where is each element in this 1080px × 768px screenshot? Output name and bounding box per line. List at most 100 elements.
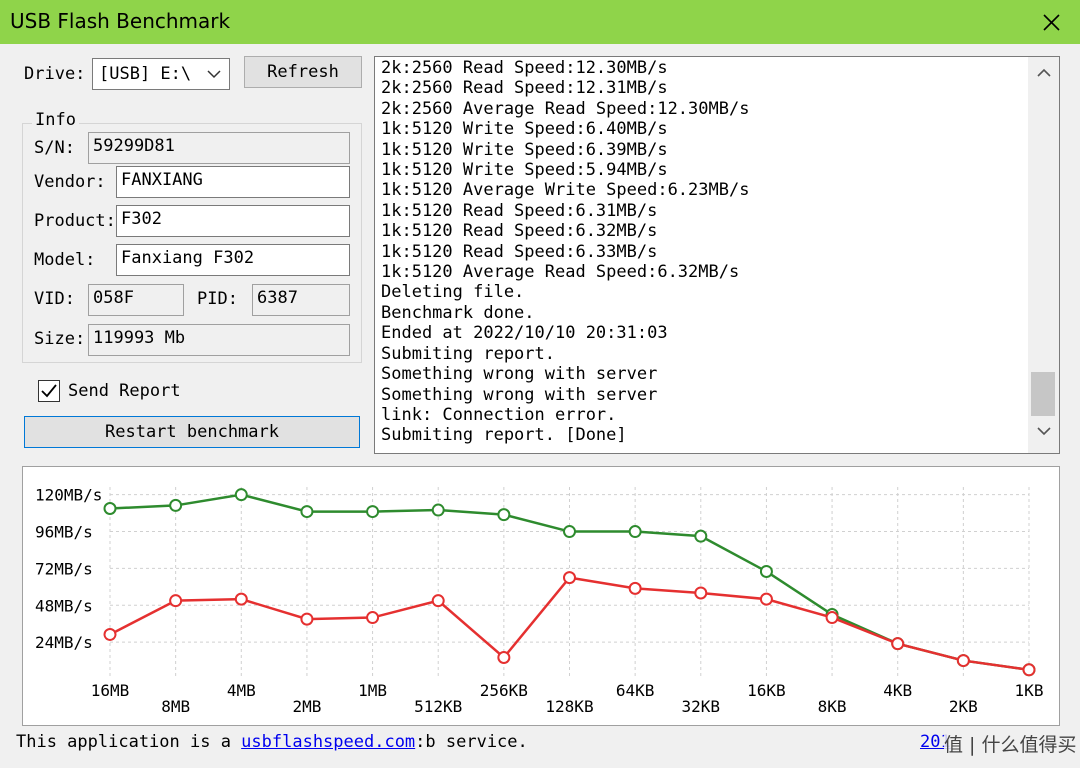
x-tick-label: 16MB: [91, 681, 130, 700]
x-tick-label: 4MB: [227, 681, 256, 700]
log-line: link: Connection error.: [375, 405, 1059, 425]
product-field[interactable]: F302: [116, 205, 350, 237]
data-point: [170, 595, 181, 606]
x-tick-label: 4KB: [883, 681, 912, 700]
vid-field[interactable]: 058F: [88, 284, 184, 316]
data-point: [761, 566, 772, 577]
x-tick-label: 64KB: [616, 681, 655, 700]
log-line: 1k:5120 Write Speed:6.39MB/s: [375, 140, 1059, 160]
checkmark-icon: [39, 381, 59, 401]
data-point: [301, 614, 312, 625]
close-icon: [1030, 6, 1072, 38]
data-point: [695, 587, 706, 598]
data-point: [105, 629, 116, 640]
chevron-down-icon: [205, 65, 223, 83]
drive-label: Drive:: [24, 64, 85, 84]
pid-field[interactable]: 6387: [252, 284, 350, 316]
data-point: [433, 595, 444, 606]
y-tick-label: 72MB/s: [35, 559, 93, 578]
log-line: Submiting report. [Done]: [375, 425, 1059, 445]
data-point: [498, 652, 509, 663]
y-tick-label: 48MB/s: [35, 596, 93, 615]
drive-select-value: [USB] E:\: [99, 64, 191, 84]
send-report-checkbox[interactable]: [38, 380, 60, 402]
data-point: [170, 500, 181, 511]
x-tick-label: 128KB: [545, 697, 593, 716]
footer-text: This application is a usbflashspeed.com:…: [16, 732, 528, 752]
log-line: Something wrong with server: [375, 385, 1059, 405]
refresh-button[interactable]: Refresh: [244, 56, 362, 88]
scrollbar-thumb[interactable]: [1031, 372, 1055, 416]
log-line: 1k:5120 Read Speed:6.33MB/s: [375, 242, 1059, 262]
data-point: [630, 526, 641, 537]
data-point: [498, 509, 509, 520]
log-line: 1k:5120 Read Speed:6.32MB/s: [375, 221, 1059, 241]
speed-chart: 120MB/s 96MB/s 72MB/s 48MB/s 24MB/s 16MB 8MB 4M…: [22, 466, 1060, 726]
y-tick-label: 24MB/s: [35, 633, 93, 652]
x-tick-label: 2MB: [292, 697, 321, 716]
x-tick-label: 16KB: [747, 681, 786, 700]
data-point: [761, 594, 772, 605]
data-point: [827, 612, 838, 623]
log-line: Something wrong with server: [375, 364, 1059, 384]
log-textarea[interactable]: 2k:2560 Read Speed:12.30MB/s 2k:2560 Read…: [374, 56, 1060, 454]
data-point: [301, 506, 312, 517]
scroll-up-icon[interactable]: [1034, 65, 1054, 81]
log-line: Deleting file.: [375, 282, 1059, 302]
log-line: 1k:5120 Write Speed:6.40MB/s: [375, 119, 1059, 139]
x-tick-label: 8KB: [818, 697, 847, 716]
data-point: [958, 655, 969, 666]
log-line: 2k:2560 Read Speed:12.30MB/s: [375, 58, 1059, 78]
info-group-label: Info: [32, 110, 79, 130]
size-label: Size:: [34, 329, 85, 349]
product-label: Product:: [34, 211, 116, 231]
send-report-label: Send Report: [68, 381, 181, 401]
data-point: [236, 489, 247, 500]
data-point: [564, 526, 575, 537]
log-line: 1k:5120 Average Write Speed:6.23MB/s: [375, 180, 1059, 200]
restart-benchmark-button[interactable]: Restart benchmark: [24, 416, 360, 448]
log-line: Submiting report.: [375, 344, 1059, 364]
vid-label: VID:: [34, 289, 75, 309]
log-line: Ended at 2022/10/10 20:31:03: [375, 323, 1059, 343]
x-tick-label: 1MB: [358, 681, 387, 700]
vendor-field[interactable]: FANXIANG: [116, 166, 350, 198]
x-tick-label: 8MB: [161, 697, 190, 716]
watermark-text: 值 | 什么值得买: [944, 730, 1076, 757]
data-point: [564, 572, 575, 583]
y-tick-label: 96MB/s: [35, 523, 93, 542]
log-scrollbar[interactable]: [1028, 57, 1059, 453]
data-point: [367, 506, 378, 517]
data-point: [105, 503, 116, 514]
log-line: 2k:2560 Read Speed:12.31MB/s: [375, 78, 1059, 98]
speed-chart-svg: 120MB/s 96MB/s 72MB/s 48MB/s 24MB/s 16MB 8MB 4M…: [23, 467, 1059, 725]
model-label: Model:: [34, 250, 95, 270]
log-line: 1k:5120 Write Speed:5.94MB/s: [375, 160, 1059, 180]
sn-field[interactable]: 59299D81: [88, 132, 350, 164]
x-tick-label: 2KB: [949, 697, 978, 716]
data-point: [695, 531, 706, 542]
model-field[interactable]: Fanxiang F302: [116, 244, 350, 276]
footer-text-after: :b service.: [415, 732, 528, 752]
y-tick-label: 120MB/s: [35, 486, 102, 505]
window-title: USB Flash Benchmark: [10, 9, 230, 33]
data-point: [892, 638, 903, 649]
sn-label: S/N:: [34, 138, 75, 158]
drive-select[interactable]: [USB] E:\: [92, 58, 230, 90]
log-line: 2k:2560 Average Read Speed:12.30MB/s: [375, 99, 1059, 119]
size-field[interactable]: 119993 Mb: [88, 324, 350, 356]
vendor-label: Vendor:: [34, 172, 106, 192]
usbflashspeed-link[interactable]: usbflashspeed.com: [241, 732, 415, 752]
data-point: [367, 612, 378, 623]
close-button[interactable]: [1030, 6, 1072, 38]
data-point: [236, 594, 247, 605]
log-line: Benchmark done.: [375, 303, 1059, 323]
x-tick-label: 256KB: [480, 681, 528, 700]
data-point: [433, 505, 444, 516]
data-point: [630, 583, 641, 594]
pid-label: PID:: [197, 289, 238, 309]
scroll-down-icon[interactable]: [1034, 423, 1054, 439]
data-point: [1024, 664, 1035, 675]
footer-text-before: This application is a: [16, 732, 241, 752]
log-line: 1k:5120 Read Speed:6.31MB/s: [375, 201, 1059, 221]
